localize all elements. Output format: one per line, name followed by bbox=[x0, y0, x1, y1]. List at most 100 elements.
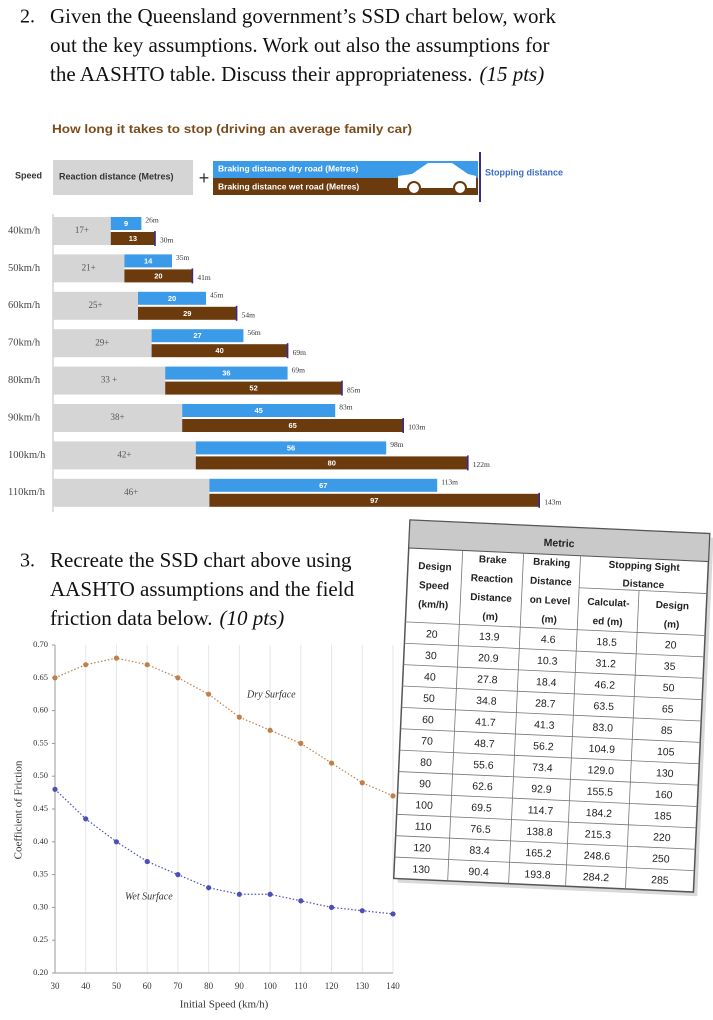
data-point bbox=[267, 727, 273, 733]
wet-total: 143m bbox=[544, 498, 561, 507]
question-line: Recreate the SSD chart above using bbox=[50, 548, 352, 572]
table-cell: 185 bbox=[654, 810, 672, 823]
group-rule bbox=[579, 587, 707, 594]
legend-reaction-box bbox=[53, 160, 193, 195]
row-rule bbox=[397, 792, 698, 807]
sub-header: Design bbox=[655, 600, 689, 613]
dry-bar bbox=[124, 254, 172, 268]
sub-header: (m) bbox=[663, 619, 679, 631]
series-annotation: Dry Surface bbox=[246, 689, 296, 700]
legend-dry: Braking distance dry road (Metres) bbox=[218, 163, 358, 173]
reaction-label: 17+ bbox=[75, 225, 89, 235]
y-tick-label: 0.70 bbox=[33, 639, 48, 649]
data-point bbox=[359, 908, 365, 914]
dry-total: 35m bbox=[176, 253, 190, 262]
table-cell: 41.3 bbox=[534, 719, 555, 732]
y-tick-label: 0.35 bbox=[33, 869, 48, 879]
y-tick-label: 0.25 bbox=[33, 934, 48, 944]
wet-label: 65 bbox=[289, 421, 297, 430]
table-cell: 90 bbox=[419, 778, 431, 791]
reaction-bar bbox=[53, 404, 183, 432]
column-header: on Level bbox=[529, 595, 570, 608]
x-tick-label: 100 bbox=[263, 981, 277, 991]
column-header: (km/h) bbox=[418, 599, 448, 611]
table-cell: 31.2 bbox=[595, 657, 616, 670]
column-header: Reaction bbox=[471, 573, 514, 586]
data-point bbox=[298, 898, 304, 904]
table-cell: 50 bbox=[423, 692, 435, 705]
reaction-bar bbox=[53, 329, 152, 358]
column-header: Distance bbox=[470, 592, 513, 605]
data-point bbox=[359, 780, 365, 786]
table-cell: 73.4 bbox=[532, 762, 553, 775]
table-title-band bbox=[408, 519, 711, 563]
x-tick-label: 50 bbox=[112, 981, 122, 991]
dry-bar bbox=[195, 441, 387, 455]
table-cell: 20 bbox=[426, 628, 438, 641]
data-point bbox=[144, 858, 150, 865]
wet-bar bbox=[138, 306, 237, 320]
table-cell: 130 bbox=[412, 863, 430, 876]
table-cell: 69.5 bbox=[471, 802, 492, 815]
reaction-bar bbox=[53, 478, 210, 507]
question-number: 2. bbox=[20, 6, 35, 28]
data-point bbox=[175, 675, 181, 681]
dry-bar bbox=[209, 478, 438, 492]
table-cell: 40 bbox=[424, 671, 436, 684]
row-rule bbox=[395, 835, 696, 850]
reaction-label: 46+ bbox=[124, 487, 138, 497]
table-cell: 65 bbox=[662, 703, 674, 716]
wet-label: 29 bbox=[183, 309, 191, 318]
dry-label: 36 bbox=[222, 369, 230, 378]
x-tick-label: 30 bbox=[51, 981, 61, 991]
data-point bbox=[175, 872, 181, 878]
question-line: AASHTO assumptions and the field bbox=[50, 577, 355, 601]
column-header: Speed bbox=[419, 580, 449, 592]
table-cell: 48.7 bbox=[474, 738, 495, 751]
table-cell: 215.3 bbox=[585, 828, 612, 841]
legend-speed: Speed bbox=[15, 170, 42, 180]
table-cell: 76.5 bbox=[470, 823, 491, 836]
column-rule bbox=[447, 550, 464, 881]
column-header: Design bbox=[418, 561, 452, 574]
chart-title: How long it takes to stop (driving an av… bbox=[52, 122, 412, 136]
row-rule bbox=[400, 728, 701, 743]
wet-label: 20 bbox=[154, 271, 162, 280]
wet-total: 103m bbox=[408, 423, 425, 432]
sub-header: Calculat- bbox=[587, 597, 630, 610]
wet-bar bbox=[110, 232, 155, 245]
table-cell: 129.0 bbox=[587, 764, 614, 777]
reaction-label: 38+ bbox=[111, 412, 125, 422]
table-cell: 120 bbox=[413, 842, 431, 855]
dry-bar bbox=[110, 217, 142, 230]
table-cell: 138.8 bbox=[526, 826, 553, 839]
data-point bbox=[390, 911, 396, 917]
table-cell: 130 bbox=[656, 767, 674, 780]
table-cell: 20.9 bbox=[478, 652, 499, 665]
car-wheel bbox=[407, 181, 421, 195]
table-cell: 62.6 bbox=[472, 780, 493, 793]
data-point bbox=[52, 786, 58, 792]
y-tick-label: 0.20 bbox=[33, 967, 48, 977]
x-tick-label: 60 bbox=[143, 981, 153, 991]
column-header: Braking bbox=[533, 557, 571, 570]
data-point bbox=[328, 760, 335, 766]
column-header: (m) bbox=[541, 614, 557, 626]
metric-table: Metric Design Speed (km/h) Brake Reaction Dist… bbox=[392, 519, 713, 897]
wet-bar bbox=[182, 419, 404, 432]
table-cell: 90.4 bbox=[468, 866, 489, 879]
series-line bbox=[54, 657, 394, 797]
question-line: friction data below. bbox=[50, 606, 213, 630]
question-points: (15 pts) bbox=[479, 62, 544, 86]
y-tick-label: 0.65 bbox=[33, 672, 48, 682]
data-point bbox=[206, 691, 212, 697]
reaction-label: 42+ bbox=[117, 449, 131, 459]
row-rule bbox=[394, 856, 695, 872]
table-cell: 83.4 bbox=[469, 845, 490, 858]
legend-plus: + bbox=[199, 168, 210, 188]
dry-total: 69m bbox=[292, 365, 306, 374]
table-cell: 85 bbox=[661, 725, 673, 738]
table-cell: 46.2 bbox=[594, 679, 615, 692]
wet-total: 54m bbox=[242, 311, 256, 320]
